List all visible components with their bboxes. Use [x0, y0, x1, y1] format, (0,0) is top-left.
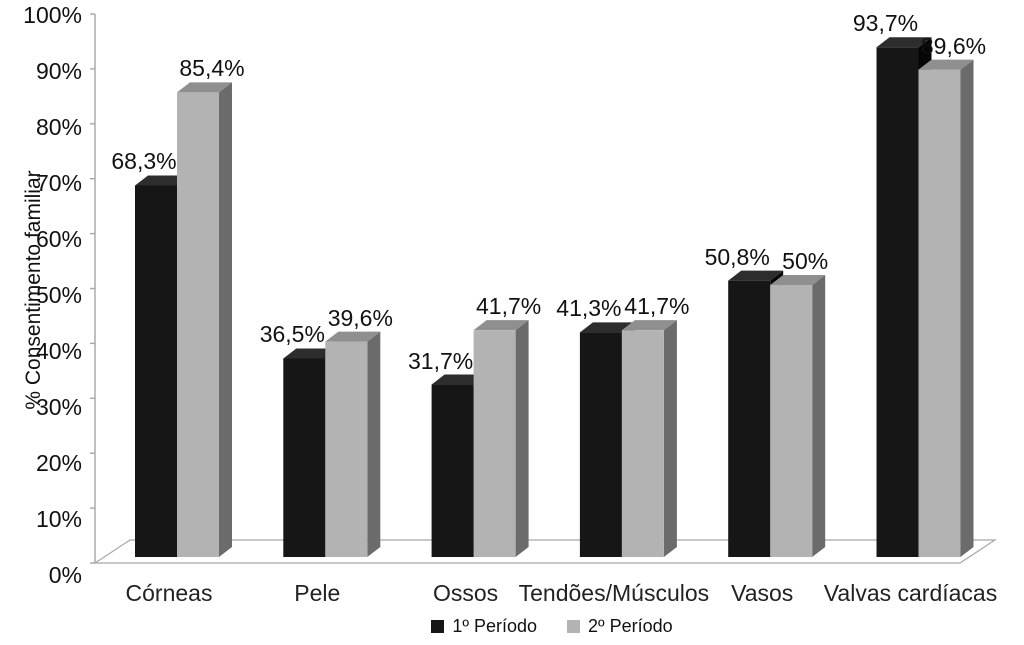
bar-2-top-face — [473, 320, 529, 331]
value-label: 41,3% — [556, 295, 622, 322]
bar-2-top-face — [918, 59, 974, 70]
value-label: 41,7% — [475, 293, 542, 320]
bar-2-front-face — [770, 285, 813, 557]
y-tick-label: 100% — [23, 2, 82, 28]
bar-2-side-face — [960, 59, 974, 558]
bar-2-front-face — [621, 330, 664, 557]
bar-1-top-face — [579, 322, 635, 333]
bar-2-front-face — [325, 341, 368, 557]
bar-1-front-face — [876, 47, 919, 557]
value-label: 50% — [782, 248, 829, 274]
bar-2-side-face — [367, 331, 381, 557]
bar-2-front-face — [177, 92, 219, 557]
bar-2-top-face — [770, 275, 826, 285]
value-label: 93,7% — [852, 10, 919, 37]
category-label: Ossos — [433, 580, 499, 606]
bar-2-side-face — [812, 275, 826, 557]
bar-1-top-face — [431, 374, 487, 385]
y-tick-label: 0% — [48, 562, 82, 588]
category-label: Valvas cardíacas — [823, 580, 998, 606]
bar-2-front-face — [918, 69, 961, 558]
legend-label-period2: 2º Período — [588, 616, 673, 636]
legend: 1º Período 2º Período — [40, 616, 1024, 637]
bar-1-top-face — [876, 37, 932, 48]
y-tick-label: 30% — [35, 394, 82, 420]
y-tick-label: 20% — [35, 450, 82, 476]
legend-label-period1: 1º Período — [452, 616, 537, 636]
y-tick-label: 90% — [35, 58, 82, 84]
bar-2-top-face — [177, 82, 232, 93]
value-label: 85,4% — [179, 55, 245, 82]
value-label: 39,6% — [327, 304, 393, 331]
bar-2-top-face — [325, 331, 381, 342]
bar-2-side-face — [515, 320, 529, 557]
y-tick-label: 10% — [35, 506, 82, 532]
legend-swatch-period1 — [431, 620, 445, 633]
bar-1-front-face — [431, 384, 474, 557]
value-label: 41,7% — [624, 293, 690, 320]
category-label: Córneas — [125, 580, 213, 606]
value-label: 89,6% — [920, 32, 987, 59]
bar-1-front-face — [135, 185, 177, 557]
bar-2-side-face — [219, 82, 232, 557]
value-label: 36,5% — [259, 321, 325, 348]
y-tick-label: 80% — [35, 114, 82, 140]
bar-2-front-face — [473, 330, 516, 557]
bar-1-front-face — [579, 332, 622, 557]
legend-item-period1: 1º Período — [431, 616, 537, 637]
y-tick-label: 60% — [35, 226, 82, 252]
category-label: Pele — [294, 580, 341, 606]
bar-1-top-face — [135, 175, 190, 186]
y-tick-label: 40% — [35, 338, 82, 364]
bar-1-top-face — [283, 348, 339, 359]
legend-item-period2: 2º Período — [567, 616, 673, 637]
value-label: 50,8% — [704, 243, 770, 270]
legend-swatch-period2 — [567, 620, 580, 633]
value-label: 68,3% — [111, 148, 177, 175]
value-label: 31,7% — [407, 347, 474, 374]
bar-1-top-face — [728, 270, 784, 281]
bar-2-side-face — [663, 320, 677, 557]
category-label: Tendões/Músculos — [518, 580, 710, 606]
bar-1-front-face — [283, 358, 326, 557]
category-label: Vasos — [731, 580, 794, 606]
bar-2-top-face — [621, 320, 677, 331]
bar-1-front-face — [728, 280, 771, 557]
y-tick-label: 70% — [35, 170, 82, 196]
y-axis-title: % Consentimento familiar — [22, 170, 45, 410]
y-tick-label: 50% — [35, 282, 82, 308]
